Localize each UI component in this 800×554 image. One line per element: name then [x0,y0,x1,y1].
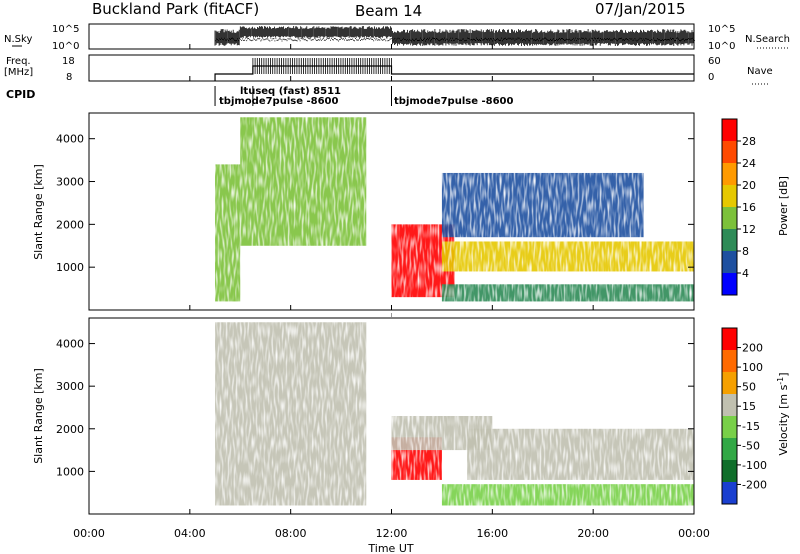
power-colorbar: 28 24 20 16 12 8 4 [722,119,756,296]
velocity-tick-label-7: -200 [742,478,767,491]
velocity-tick-label-6: -100 [742,459,767,472]
velocity-tick-label-3: 15 [742,400,756,413]
power-colorbar-label: Power [dB] [777,176,790,236]
nave-label: Nave [747,66,773,77]
freq-label-line2: [MHz] [4,67,33,78]
velocity-tick-label-2: 50 [742,381,756,394]
xtick-label-4: 16:00 [476,527,508,540]
nsky-tick-low: 10^0 [52,41,79,52]
power-ytick-label-1: 2000 [56,218,84,231]
power-swatch-5 [722,229,737,252]
xtick-label-2: 08:00 [275,527,307,540]
nave-tick-low: 0 [708,72,714,83]
power-tick-label-0: 28 [742,135,756,148]
power-panel [89,113,694,310]
velocity-colorbar-label: Velocity [m s-1] [776,372,790,455]
velocity-label-main: Velocity [m s [777,384,790,455]
power-swatch-0 [722,119,737,142]
power-tick-label-4: 12 [742,223,756,236]
velocity-ytick-label-2: 3000 [56,380,84,393]
velocity-ytick-label-1: 2000 [56,423,84,436]
power-tick-label-2: 20 [742,179,756,192]
nsky-trace [215,26,695,46]
velocity-ylabel: Slant Range [km] [32,368,45,464]
power-swatch-3 [722,185,737,208]
nsky-bars [215,26,694,46]
velocity-swatch-7 [722,482,737,505]
xtick-label-3: 12:00 [376,527,408,540]
power-ylabel: Slant Range [km] [32,164,45,260]
beam-label: Beam 14 [355,2,422,20]
nsearch-tick-low: 10^0 [708,41,735,52]
power-swatch-6 [722,251,737,274]
freq-trace [215,58,694,81]
freq-tick-high: 18 [62,56,75,67]
nsky-tick-high: 10^5 [52,24,79,35]
figure-title: Buckland Park (fitACF) [92,0,259,18]
velocity-label-close: ] [777,372,790,376]
freq-tick-low: 8 [66,72,72,83]
velocity-label-sup: -1 [776,377,785,385]
power-ytick-label-3: 4000 [56,133,84,146]
power-tick-label-1: 24 [742,157,756,170]
cpid-annotation-tbj-1: tbjmode7pulse -8600 [219,96,339,107]
freq-line [215,66,694,81]
cpid-annotation-tbj-2: tbjmode7pulse -8600 [394,96,514,107]
velocity-swatch-1 [722,350,737,373]
velocity-swatch-0 [722,328,737,351]
velocity-swatch-2 [722,372,737,395]
power-swatch-2 [722,163,737,186]
power-swatch-7 [722,273,737,296]
power-tick-label-5: 8 [742,245,749,258]
xlabel: Time UT [367,542,413,554]
velocity-panel [89,318,694,514]
velocity-swatch-4 [722,416,737,439]
xtick-label-0: 00:00 [73,527,105,540]
xtick-label-5: 20:00 [577,527,609,540]
velocity-swatch-6 [722,460,737,483]
velocity-ytick-label-3: 4000 [56,338,84,351]
power-speckle [89,113,694,310]
nsearch-tick-high: 10^5 [708,24,735,35]
velocity-tick-label-4: -15 [742,420,760,433]
cpid-label: CPID [6,88,35,101]
velocity-ytick-label-0: 1000 [56,465,84,478]
velocity-swatch-3 [722,394,737,417]
velocity-tick-label-5: -50 [742,439,760,452]
power-tick-label-6: 4 [742,267,749,280]
date-label: 07/Jan/2015 [595,0,686,18]
velocity-tick-label-1: 100 [742,361,763,374]
xtick-label-1: 04:00 [174,527,206,540]
freq-label-line1: Freq. [6,56,31,67]
power-tick-label-3: 16 [742,201,756,214]
nsky-label: N.Sky [4,34,32,45]
xtick-label-6: 00:00 [678,527,710,540]
power-ytick-label-0: 1000 [56,261,84,274]
power-swatch-1 [722,141,737,164]
nsearch-label: N.Search [745,34,790,45]
velocity-tick-label-0: 200 [742,342,763,355]
power-ytick-label-2: 3000 [56,176,84,189]
velocity-colorbar: 200 100 50 15 -15 -50 -100 -200 [722,328,767,505]
velocity-swatch-5 [722,438,737,461]
velocity-speckle [89,318,694,514]
nave-tick-high: 60 [708,56,721,67]
power-swatch-4 [722,207,737,230]
